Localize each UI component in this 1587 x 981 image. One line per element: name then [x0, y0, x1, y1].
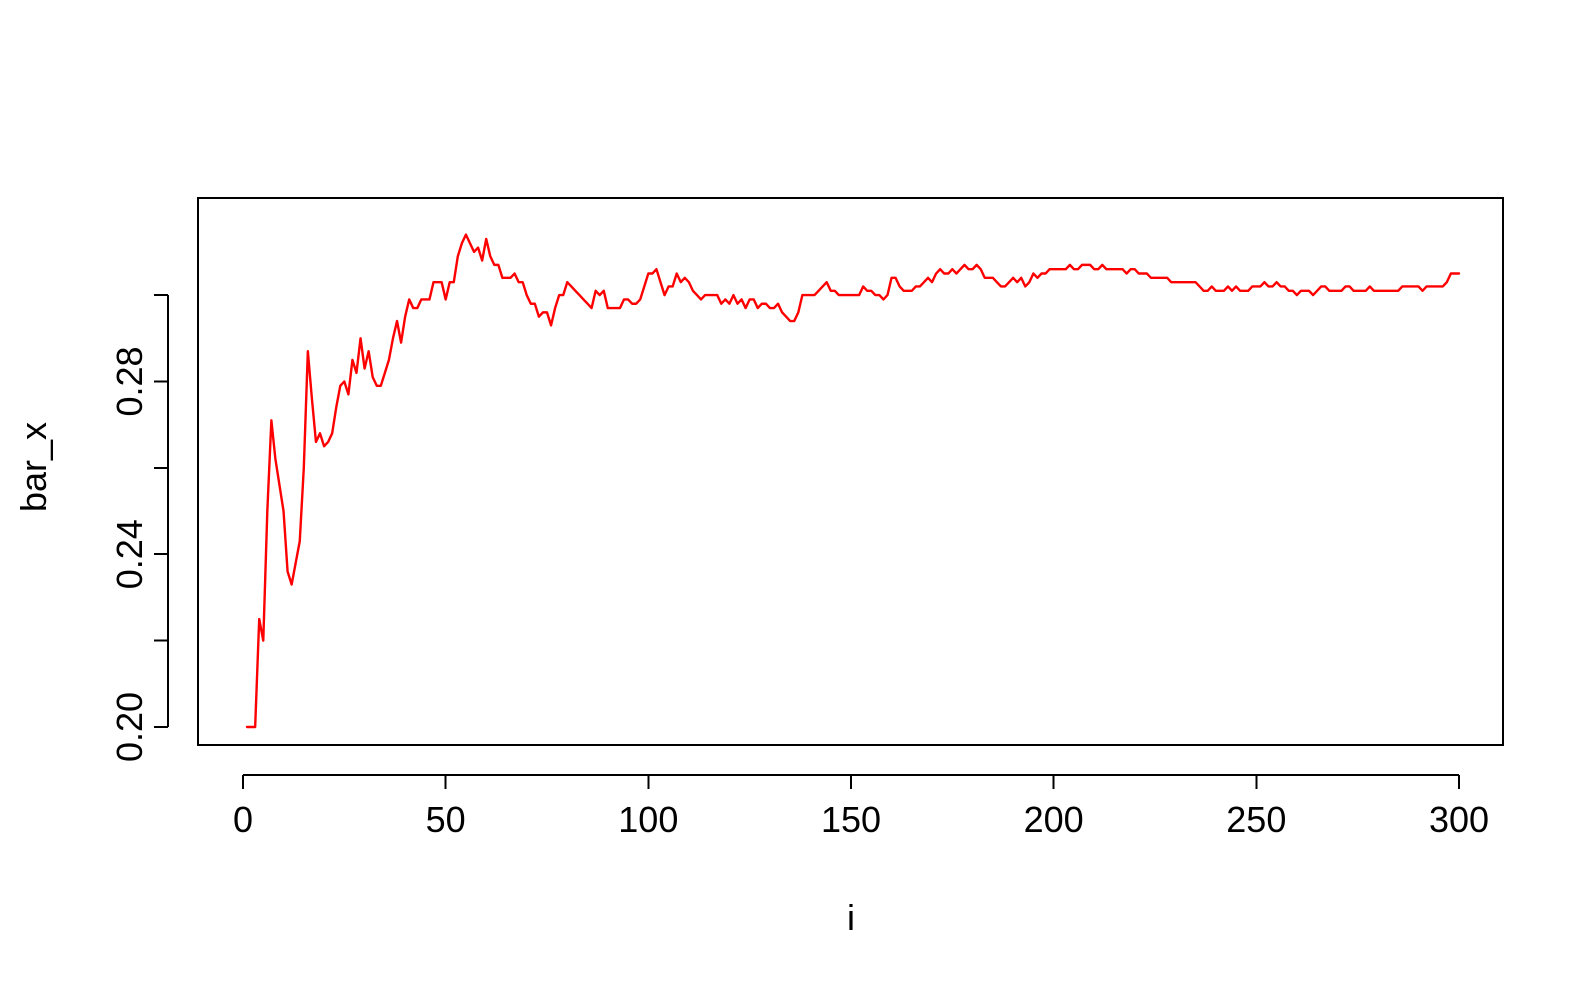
plot-frame: [197, 197, 1504, 746]
y-tick-label: 0.20: [109, 692, 150, 762]
x-tick-label: 0: [233, 799, 253, 840]
x-tick-label: 50: [426, 799, 466, 840]
y-axis: 0.20 0.24 0.28: [109, 294, 169, 762]
x-tick-label: 300: [1429, 799, 1489, 840]
x-axis-title: i: [847, 897, 855, 938]
x-tick-label: 250: [1226, 799, 1286, 840]
series-0-line: [245, 233, 1461, 729]
x-tick-label: 150: [821, 799, 881, 840]
x-tick-label: 200: [1024, 799, 1084, 840]
y-axis-title: bar_x: [13, 422, 54, 512]
y-tick-label: 0.24: [109, 519, 150, 589]
x-axis: 0 50 100 150 200 250 300: [233, 774, 1489, 840]
y-tick-label: 0.28: [109, 346, 150, 416]
series-layer: [245, 233, 1461, 729]
x-tick-label: 100: [618, 799, 678, 840]
